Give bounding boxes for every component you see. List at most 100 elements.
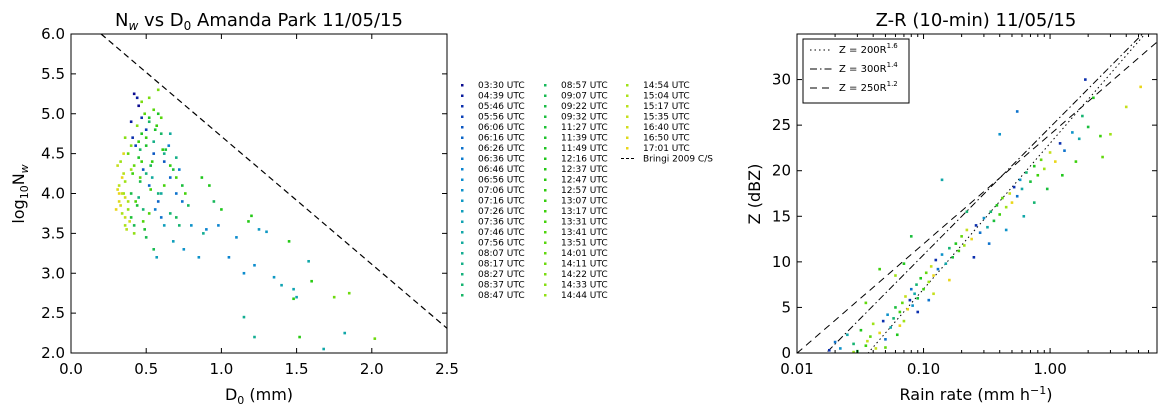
nw-point (212, 200, 216, 203)
nw-point (140, 160, 143, 163)
zr-point (1099, 134, 1102, 138)
nw-point (141, 168, 145, 171)
legend-marker (626, 105, 629, 108)
nw-point (253, 263, 256, 267)
zr-point (1045, 187, 1049, 191)
zr-point (895, 333, 899, 337)
nw-point (152, 248, 156, 251)
zr-point (878, 331, 881, 335)
nw-point (144, 236, 148, 239)
legend-marker (626, 136, 629, 139)
zr-point (1061, 173, 1064, 177)
nw-point (347, 291, 351, 295)
nw-point (197, 256, 201, 259)
legend-label: 14:22 UTC (561, 270, 608, 280)
nw-point (298, 335, 301, 339)
nw-point (138, 180, 142, 183)
legend-label: 11:27 UTC (561, 123, 608, 133)
legend-label: 13:51 UTC (561, 239, 608, 249)
nw-point (137, 104, 140, 108)
right-chart-title: Z-R (10-min) 11/05/15 (876, 10, 1077, 31)
zr-point (948, 278, 951, 282)
left-x-ticks: 0.0 0.5 1.0 1.5 2.0 2.5 (59, 34, 459, 378)
legend-label: 07:06 UTC (478, 186, 525, 196)
legend-marker (461, 157, 464, 160)
nw-point (122, 172, 125, 175)
nw-point (253, 335, 256, 339)
zr-point (874, 347, 878, 350)
nw-point (123, 216, 127, 219)
legend-marker (461, 126, 464, 129)
y-tick-label: 3.0 (41, 264, 65, 282)
legend-marker (626, 126, 629, 129)
nw-point (156, 192, 160, 195)
nw-point (122, 192, 125, 195)
legend-marker (544, 273, 547, 276)
zr-point (1025, 171, 1028, 174)
legend-label: 09:07 UTC (561, 92, 608, 102)
zr-point (904, 295, 907, 298)
legend-marker (461, 199, 464, 202)
zr-point (884, 346, 887, 349)
legend-label: 17:01 UTC (643, 144, 690, 154)
nw-point (152, 140, 156, 143)
nw-point (135, 124, 139, 128)
nw-point (138, 148, 142, 151)
zr-point (1032, 164, 1036, 168)
left-y-ticks: 2.0 2.5 3.0 3.5 4.0 4.5 5.0 5.5 6.0 (41, 25, 447, 362)
zr-point (960, 235, 963, 238)
legend-marker (461, 178, 464, 181)
nw-point (159, 216, 163, 219)
legend-label: 04:39 UTC (478, 92, 525, 102)
zr-point (986, 225, 989, 229)
legend-label: 15:35 UTC (643, 113, 690, 123)
zr-point (898, 324, 902, 327)
y-tick-label: 5.5 (41, 65, 65, 83)
zr-relation-line (867, 34, 1146, 353)
legend-marker (626, 115, 629, 118)
nw-point (171, 240, 175, 243)
zr-point (957, 249, 961, 253)
zr-point (972, 256, 976, 259)
nw-point (122, 152, 125, 155)
zr-point (944, 262, 948, 265)
legend-label: 11:39 UTC (561, 134, 608, 144)
zr-point (894, 306, 897, 309)
zr-point (915, 283, 918, 286)
nw-point (125, 228, 128, 231)
zr-point (894, 274, 897, 277)
nw-point (156, 200, 160, 203)
left-chart-title: Nw vs D0 Amanda Park 11/05/15 (115, 10, 403, 33)
legend-marker (544, 105, 547, 108)
zr-point (878, 267, 881, 271)
zr-point (911, 304, 914, 307)
nw-point (153, 208, 157, 211)
nw-point (147, 184, 151, 187)
nw-point (162, 184, 166, 187)
zr-point (965, 210, 969, 214)
nw-point (140, 100, 143, 104)
nw-point (144, 172, 148, 175)
nw-point (242, 315, 246, 319)
zr-point (866, 339, 869, 343)
nw-point (200, 176, 204, 179)
zr-point (909, 235, 913, 238)
zr-point (902, 319, 906, 323)
legend-marker (461, 105, 464, 108)
legend-label: 14:33 UTC (561, 281, 608, 291)
nw-point (144, 128, 148, 131)
nw-point (129, 120, 133, 124)
right-reference-lines (797, 34, 1157, 353)
nw-point (152, 152, 156, 155)
nw-point (295, 295, 298, 299)
legend-label: 14:01 UTC (561, 249, 608, 259)
zr-point (846, 333, 849, 337)
x-tick-label: 1.00 (1033, 360, 1066, 378)
y-tick-label: 2.0 (41, 344, 65, 362)
zr-point (1001, 196, 1004, 200)
nw-point (123, 224, 127, 227)
zr-point (901, 301, 904, 305)
nw-point (310, 279, 313, 283)
legend-marker (461, 136, 464, 139)
